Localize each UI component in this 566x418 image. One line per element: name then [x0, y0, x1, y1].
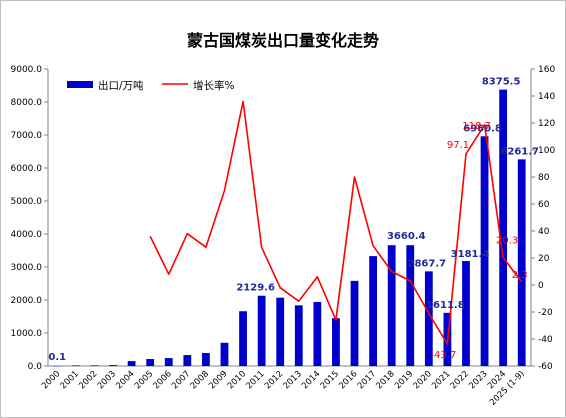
x-tick-label: 2000 [40, 369, 62, 391]
line-data-label: -43.7 [430, 350, 456, 361]
x-tick-label: 2020 [412, 369, 434, 391]
chart-title: 蒙古国煤炭出口量变化走势 [186, 31, 379, 50]
legend-bar-swatch [67, 81, 93, 88]
bar [462, 261, 470, 366]
bar [350, 280, 359, 366]
right-tick-label: 40 [538, 227, 550, 237]
right-tick-label: 80 [538, 173, 550, 183]
bar [146, 359, 155, 366]
bar [202, 352, 210, 366]
right-tick-label: 120 [538, 119, 555, 129]
bar-data-label: 3660.4 [387, 231, 426, 242]
x-tick-label: 2017 [356, 369, 378, 391]
bar [387, 245, 396, 366]
line-data-label: 20.3 [496, 236, 518, 247]
x-tick-label: 2012 [263, 369, 285, 391]
right-tick-label: 140 [538, 92, 555, 102]
left-tick-label: 9000.0 [11, 65, 43, 75]
x-tick-label: 2013 [282, 369, 304, 391]
bar [71, 365, 80, 366]
x-tick-label: 2007 [170, 369, 192, 391]
right-tick-label: 60 [538, 200, 550, 210]
bar [499, 89, 508, 367]
bar [239, 311, 247, 366]
bar-data-label: 1611.8 [426, 300, 465, 311]
bar-data-label: 6960.8 [463, 123, 502, 134]
bar-data-label: 8375.5 [482, 77, 521, 88]
bar [424, 271, 433, 366]
x-tick-label: 2015 [319, 369, 341, 391]
x-tick-label: 2023 [467, 369, 489, 391]
growth-rate-line [149, 100, 523, 345]
legend-bar-label: 出口/万吨 [98, 79, 144, 92]
x-tick-label: 2004 [114, 369, 136, 391]
bar [257, 295, 266, 366]
left-tick-label: 7000.0 [11, 131, 43, 141]
left-tick-label: 4000.0 [11, 230, 43, 240]
x-tick-label: 2014 [300, 369, 322, 391]
x-tick-label: 2010 [226, 369, 248, 391]
bar [332, 318, 340, 366]
right-tick-label: -20 [538, 308, 553, 318]
bar [109, 365, 117, 366]
x-tick-label: 2008 [189, 369, 211, 391]
left-tick-label: 5000.0 [11, 197, 43, 207]
line-data-label: 118.7 [462, 121, 491, 132]
bar-data-label: 3181.4 [451, 249, 490, 260]
right-tick-label: -60 [538, 362, 553, 372]
bar-data-label: 2129.6 [236, 283, 275, 294]
x-tick-label: 2006 [151, 369, 173, 391]
bar [220, 342, 229, 366]
left-tick-label: 3000.0 [11, 263, 43, 273]
right-tick-label: 20 [538, 254, 550, 264]
x-tick-label: 2022 [449, 369, 471, 391]
x-tick-label: 2001 [59, 369, 81, 391]
x-tick-label: 2005 [133, 369, 155, 391]
x-tick-label: 2003 [96, 369, 118, 391]
bar [276, 297, 285, 366]
bar [127, 361, 136, 366]
x-tick-label: 2016 [337, 369, 359, 391]
bar [480, 136, 489, 366]
left-tick-label: 6000.0 [11, 164, 43, 174]
bar [183, 355, 192, 366]
bar-data-label: 0.1 [48, 352, 66, 363]
bar [406, 245, 415, 366]
right-tick-label: 160 [538, 65, 555, 75]
left-tick-label: 0.0 [28, 362, 43, 372]
bar [517, 159, 526, 366]
x-tick-label: 2009 [207, 369, 229, 391]
bar [294, 305, 303, 366]
x-tick-label: 2002 [77, 369, 99, 391]
legend-line-label: 增长率% [193, 79, 234, 92]
x-tick-label: 2021 [430, 369, 452, 391]
x-tick-label: 2011 [244, 369, 266, 391]
line-data-label: 2.3 [512, 270, 528, 281]
bar-data-label: 2867.7 [408, 258, 447, 269]
bar [90, 365, 99, 366]
right-tick-label: 100 [538, 146, 555, 156]
left-tick-label: 8000.0 [11, 98, 43, 108]
x-tick-label: 2018 [374, 369, 396, 391]
x-tick-label: 2019 [393, 369, 415, 391]
right-tick-label: -40 [538, 335, 553, 345]
right-tick-label: 0 [538, 281, 544, 291]
left-tick-label: 2000.0 [11, 296, 43, 306]
left-tick-label: 1000.0 [11, 329, 43, 339]
bar-data-label: 6261.7 [500, 146, 539, 157]
line-data-label: 97.1 [447, 140, 469, 151]
bar [313, 301, 322, 366]
bar [164, 358, 173, 366]
bar [369, 256, 377, 366]
